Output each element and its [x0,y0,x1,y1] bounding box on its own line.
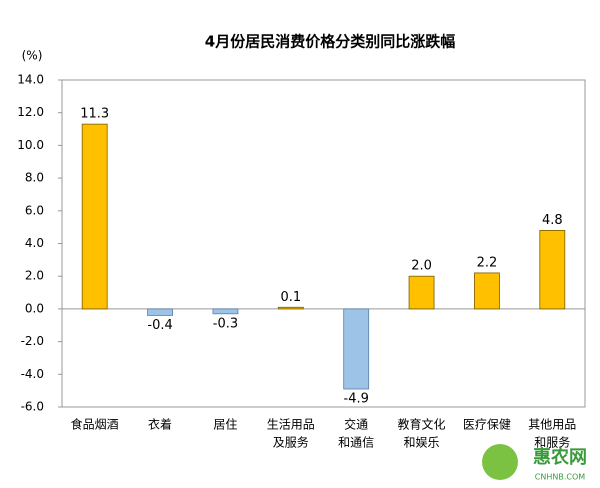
y-tick-label: -2.0 [21,334,44,348]
bar [147,308,173,316]
value-label: 2.0 [411,259,432,274]
bar [81,123,108,310]
x-tick-label: 居住 [213,418,237,432]
bar [212,308,239,315]
value-label: 2.2 [477,255,498,270]
bar [408,275,435,310]
watermark: 惠农网 CNHNB.COM [482,444,587,482]
watermark-name: 惠农网 [533,446,587,468]
x-tick-label: 交通 [344,417,368,432]
chart-title: 4月份居民消费价格分类别同比涨跌幅 [205,33,455,51]
y-unit: (%) [22,49,43,63]
x-tick-label: 和服务 [534,435,570,450]
bar [277,306,304,310]
watermark-site: CNHNB.COM [535,473,585,482]
bar [343,308,370,390]
y-tick-label: 2.0 [25,269,44,283]
value-label: 4.8 [542,213,563,228]
y-tick-label: 12.0 [17,105,44,119]
x-tick-label: 教育文化 [398,417,446,432]
y-tick-label: 0.0 [25,301,44,315]
x-tick-label: 衣着 [148,417,172,432]
watermark-logo [482,444,518,480]
x-tick-label: 和娱乐 [404,436,440,450]
bar [539,230,566,310]
x-tick-label: 其他用品 [528,418,576,432]
y-tick-label: -6.0 [21,400,44,414]
x-tick-label: 生活用品 [267,418,315,432]
y-tick-label: 4.0 [25,236,44,250]
x-tick-label: 及服务 [273,435,309,450]
value-label: 11.3 [80,107,109,122]
y-tick-label: 10.0 [17,138,44,152]
x-tick-label: 食品烟酒 [71,417,119,432]
bar [474,272,500,310]
value-label: 0.1 [280,290,301,305]
y-tick-label: 8.0 [25,171,44,185]
x-tick-label: 和通信 [338,436,374,450]
y-tick-label: -4.0 [21,367,44,381]
y-tick-label: 6.0 [25,203,44,217]
x-tick-label: 医疗保健 [463,418,511,432]
value-label: -4.9 [344,392,369,407]
value-label: -0.4 [147,318,172,333]
value-label: -0.3 [213,316,238,331]
plot-frame [61,79,586,408]
y-tick-label: 14.0 [17,73,44,87]
